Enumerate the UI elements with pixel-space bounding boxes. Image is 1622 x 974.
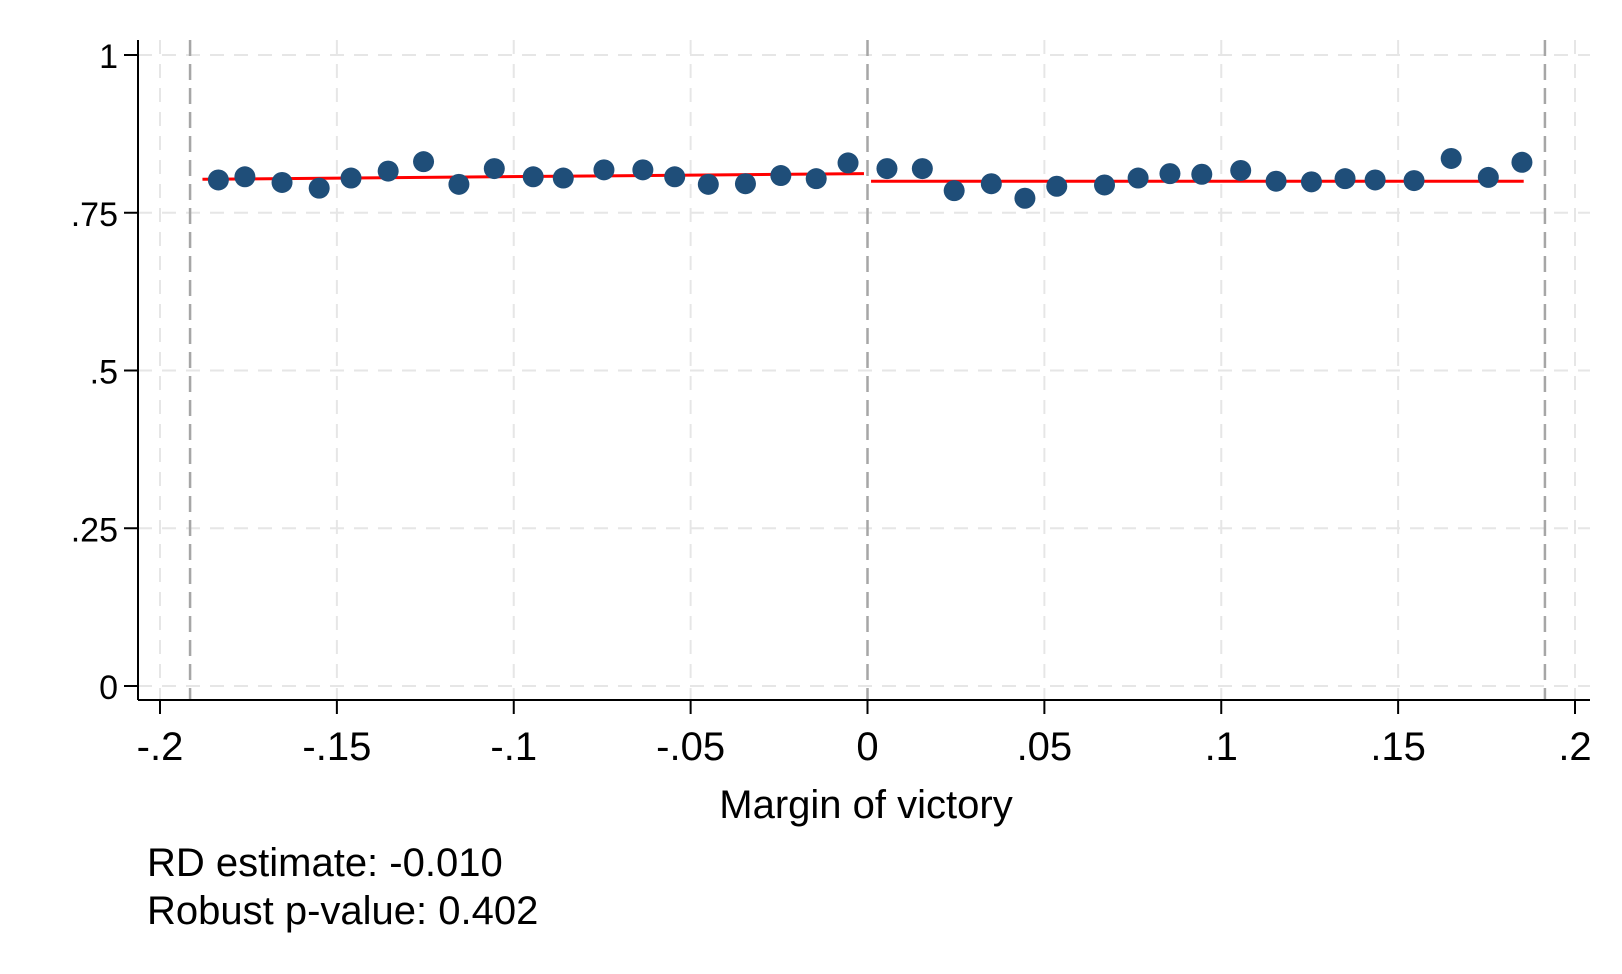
data-point [1477, 166, 1499, 188]
data-point [943, 180, 965, 202]
grid-lines [138, 40, 1590, 700]
data-point [770, 165, 792, 187]
rd-estimate-note: RD estimate: -0.010 [147, 841, 503, 885]
x-axis-title: Margin of victory [719, 783, 1012, 827]
data-point [1046, 175, 1068, 197]
x-tick-label: -.05 [656, 725, 725, 769]
data-point [448, 173, 470, 195]
fit-lines [202, 172, 1524, 183]
data-point [734, 173, 756, 195]
x-tick-label: .05 [1017, 725, 1073, 769]
y-tick-label: .5 [90, 354, 118, 392]
data-point [377, 160, 399, 182]
x-tick-label: -.2 [137, 725, 184, 769]
p-value-note: Robust p-value: 0.402 [147, 889, 539, 933]
reference-lines [188, 40, 1547, 700]
data-point [1159, 163, 1181, 185]
x-tick-label: -.1 [490, 725, 537, 769]
data-point [271, 171, 293, 193]
data-point [664, 166, 686, 188]
y-tick-label: 1 [99, 38, 118, 76]
data-point [911, 158, 933, 180]
y-tick-label: 0 [99, 669, 118, 707]
data-point [1094, 174, 1116, 196]
data-point [805, 168, 827, 190]
data-point [207, 169, 229, 191]
y-tick-label: .75 [71, 196, 118, 234]
data-point [697, 173, 719, 195]
data-point [1230, 159, 1252, 181]
data-point [1014, 187, 1036, 209]
data-point [308, 177, 330, 199]
data-point [980, 173, 1002, 195]
x-tick-label: .15 [1370, 725, 1426, 769]
data-point [837, 152, 859, 174]
binned-points [207, 147, 1533, 209]
x-tick-label: .2 [1558, 725, 1591, 769]
data-point [1300, 171, 1322, 193]
data-point [1127, 167, 1149, 189]
data-point [1511, 151, 1533, 173]
x-tick-label: 0 [856, 725, 878, 769]
data-point [1364, 169, 1386, 191]
data-point [1403, 170, 1425, 192]
data-point [1440, 147, 1462, 169]
data-point [593, 159, 615, 181]
data-point [632, 159, 654, 181]
data-point [1265, 170, 1287, 192]
x-tick-label: .1 [1205, 725, 1238, 769]
data-point [340, 167, 362, 189]
data-point [876, 158, 898, 180]
data-point [413, 151, 435, 173]
axes: 0 .25 .5 .75 1 -.2 -.15 -.1 -.05 0 .05 .1 .15 .2 [71, 38, 1592, 769]
data-point [1191, 163, 1213, 185]
x-tick-label: -.15 [302, 725, 371, 769]
y-tick-label: .25 [71, 511, 118, 549]
data-point [483, 158, 505, 180]
data-point [1334, 168, 1356, 190]
data-point [552, 167, 574, 189]
data-point [522, 166, 544, 188]
data-point [234, 166, 256, 188]
